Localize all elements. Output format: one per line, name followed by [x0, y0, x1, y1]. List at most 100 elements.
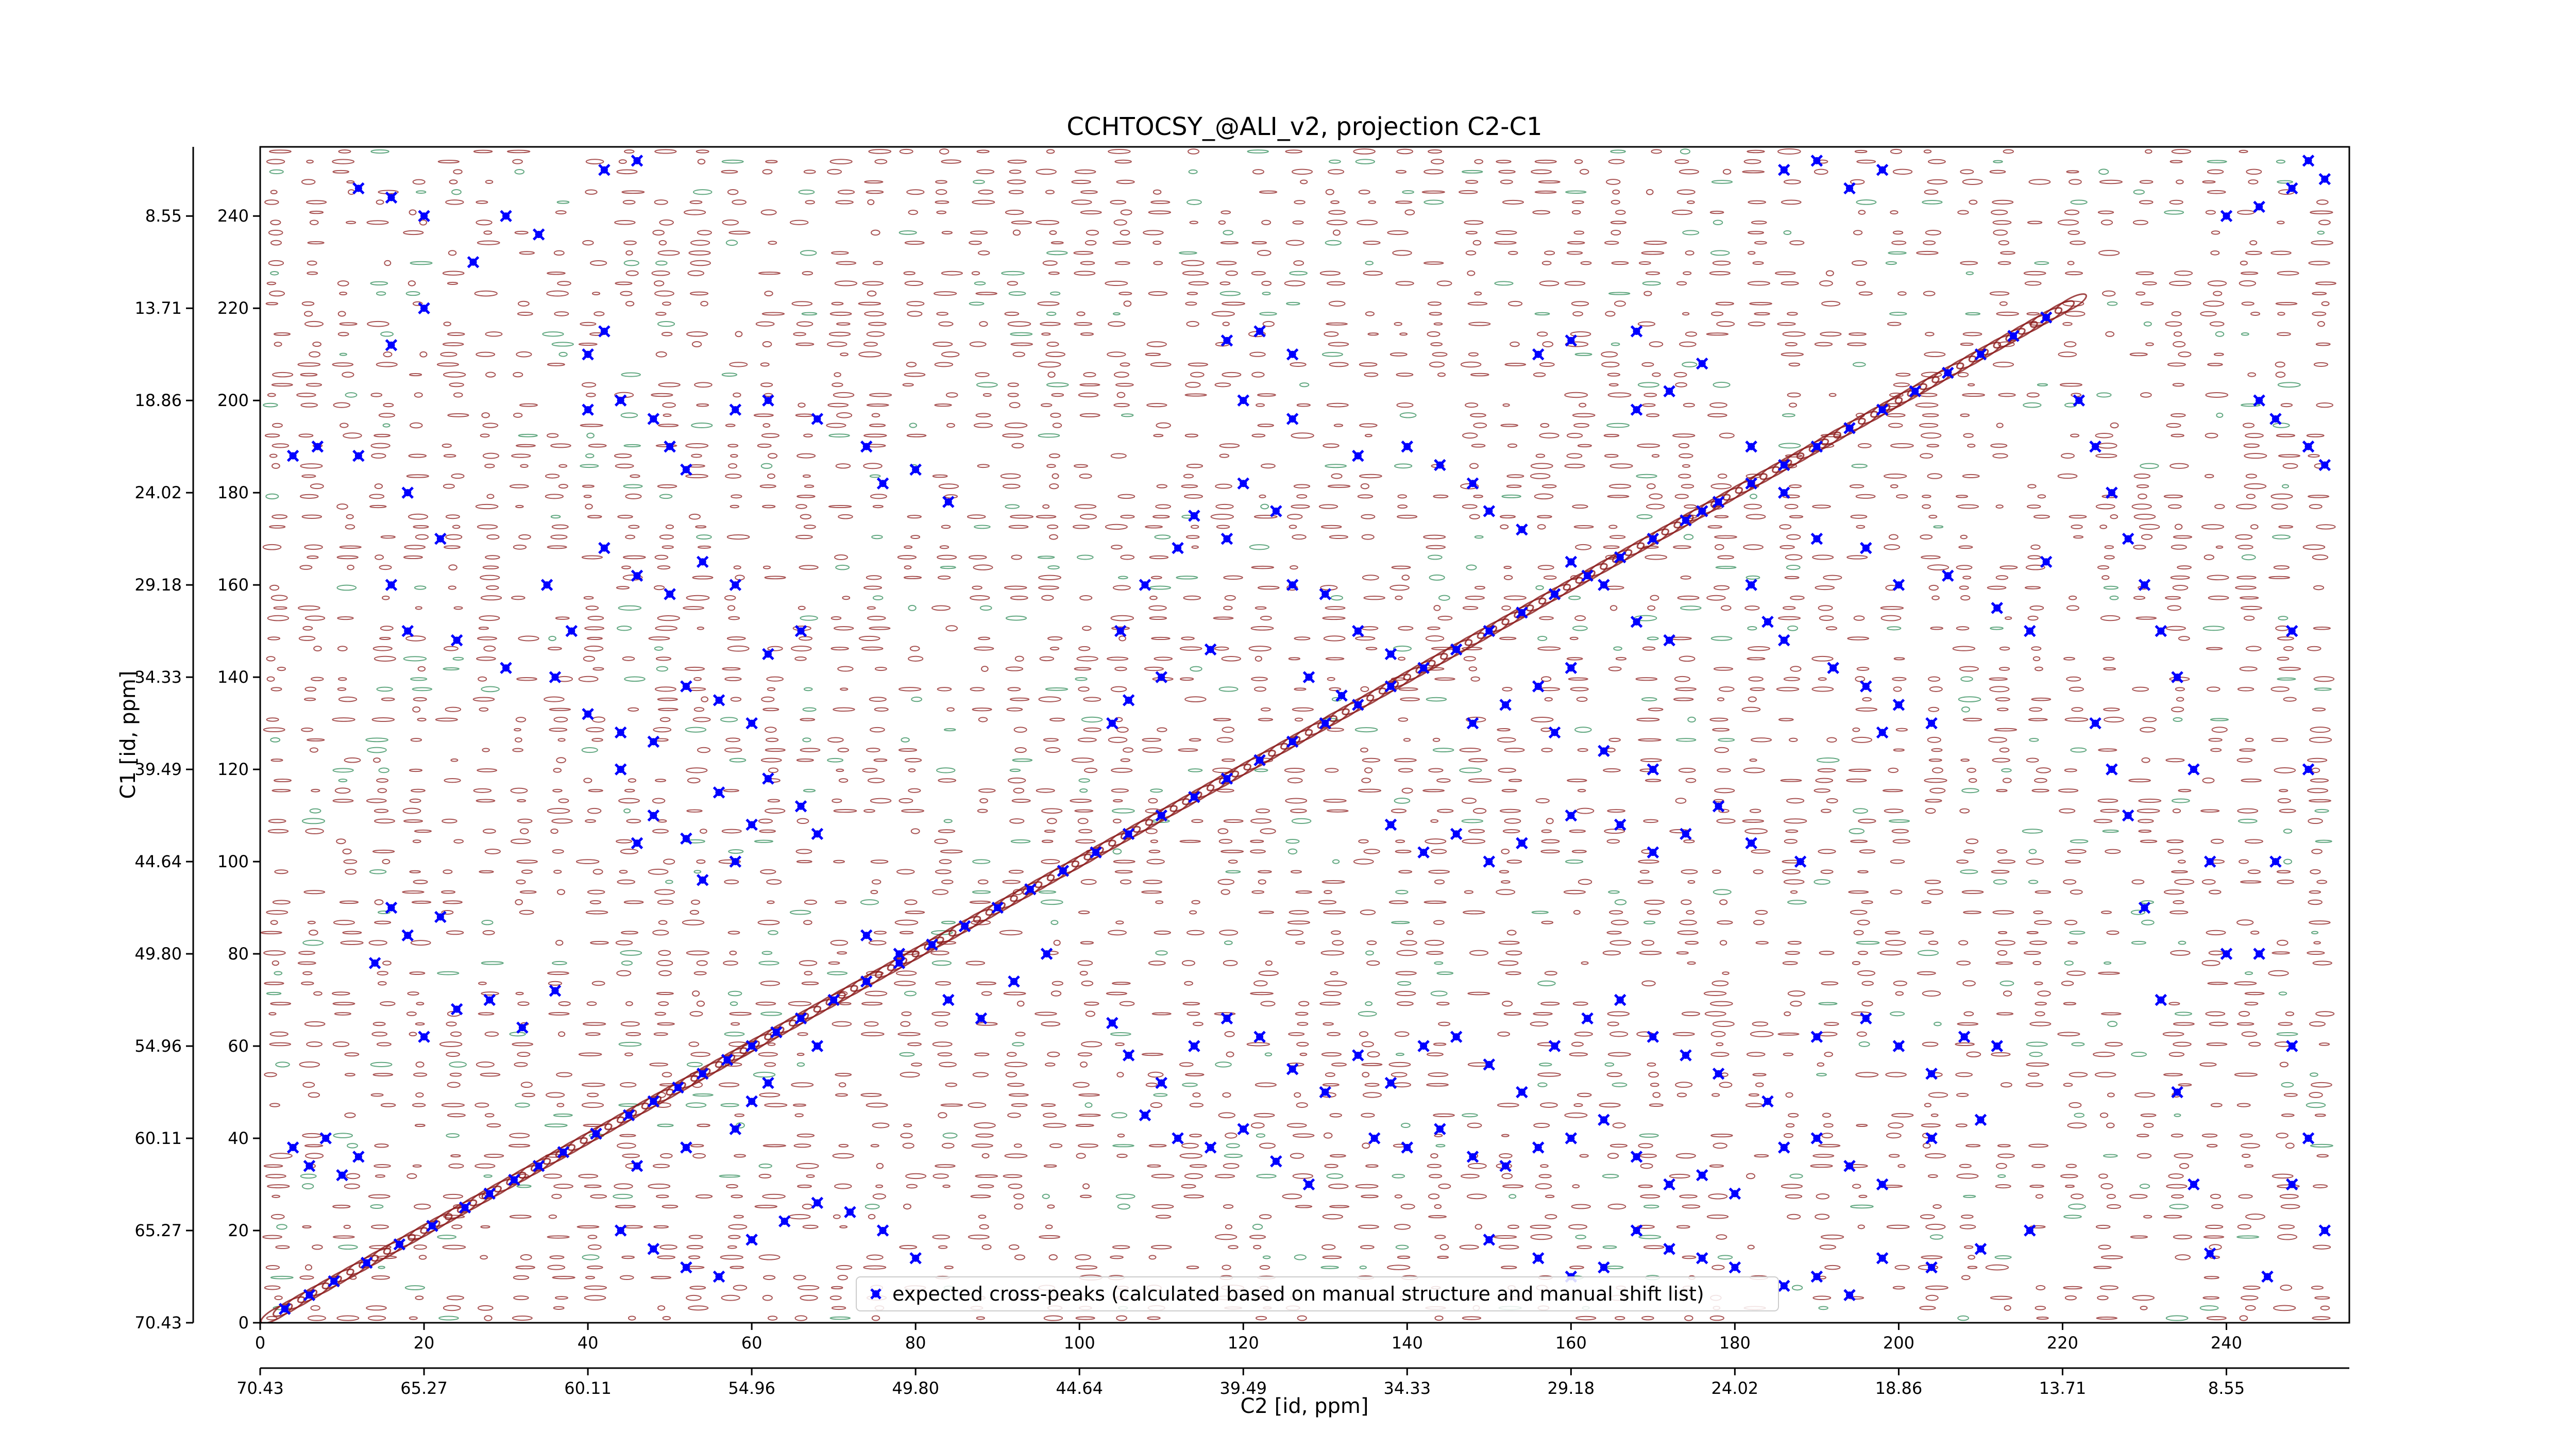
cross-peak-marker [1253, 754, 1266, 766]
contour-level [1007, 281, 1018, 286]
cross-peak-marker [1712, 1067, 1725, 1080]
contour-level [1052, 423, 1062, 428]
contour-level [1081, 1041, 1103, 1048]
contour-level [1437, 372, 1446, 377]
contour-level [1320, 525, 1342, 529]
cross-peak-marker [1843, 1289, 1856, 1302]
contour-level [1012, 229, 1021, 236]
contour-level [1226, 1143, 1240, 1149]
contour-level [1255, 606, 1267, 610]
contour-level [1395, 990, 1416, 997]
contour-level [367, 1315, 386, 1321]
contour-level [795, 849, 812, 854]
contour-level [1007, 321, 1031, 327]
contour-level [615, 1205, 636, 1208]
contour-level [345, 869, 357, 875]
contour-level [481, 920, 494, 925]
contour-level [657, 1255, 676, 1259]
contour-level [1038, 696, 1061, 702]
contour-level [1295, 1205, 1313, 1208]
contour-level [343, 859, 358, 864]
contour-level [831, 647, 849, 651]
contour-level [1257, 424, 1275, 427]
contour-level [724, 677, 742, 681]
cross-peak-marker [1712, 800, 1725, 813]
contour-level [1426, 545, 1446, 549]
contour-level [797, 1184, 812, 1188]
contour-level [406, 1011, 417, 1016]
contour-level [484, 1031, 499, 1037]
contour-level [1011, 443, 1024, 449]
contour-level [1142, 737, 1161, 742]
contour-level [685, 443, 709, 448]
contour-level [1577, 1245, 1592, 1250]
contour-level [1220, 241, 1239, 245]
contour-level [1079, 413, 1100, 417]
contour-level [765, 737, 779, 743]
contour-level [441, 910, 454, 915]
contour-level [1399, 412, 1417, 418]
contour-level [861, 1002, 883, 1006]
contour-level [1157, 727, 1167, 732]
contour-level [1367, 1051, 1380, 1058]
contour-level [1563, 889, 1586, 895]
contour-level [1156, 484, 1167, 488]
contour-level [828, 433, 850, 438]
contour-level [906, 301, 925, 307]
contour-level [1181, 260, 1205, 266]
contour-level [583, 778, 592, 783]
contour-level [1189, 738, 1201, 742]
cross-peak-marker [1516, 524, 1528, 536]
contour-level [971, 271, 980, 276]
contour-level [1615, 1316, 1625, 1321]
contour-level [967, 514, 986, 519]
contour-level [894, 919, 919, 925]
contour-level [332, 799, 354, 803]
contour-level [1221, 889, 1230, 895]
contour-level [306, 1041, 323, 1047]
contour-level [1436, 280, 1452, 287]
contour-level [300, 1173, 317, 1179]
contour-level [862, 281, 884, 286]
cross-peak-marker [893, 948, 906, 960]
contour-level [1395, 839, 1405, 844]
contour-level [1325, 768, 1339, 773]
contour-level [1001, 271, 1025, 276]
contour-level [475, 503, 499, 510]
contour-level [477, 524, 498, 530]
contour-level [725, 474, 742, 479]
contour-level [1004, 1153, 1028, 1158]
contour-level [307, 1315, 326, 1321]
contour-level [686, 1294, 702, 1301]
contour-level [1506, 930, 1517, 936]
contour-level [868, 940, 887, 946]
contour-level [1080, 261, 1095, 265]
contour-level [1050, 920, 1059, 925]
contour-level [1571, 1204, 1591, 1209]
contour-level [904, 899, 918, 905]
contour-level [514, 169, 525, 175]
contour-level [1077, 818, 1089, 824]
contour-level [656, 666, 668, 672]
contour-level [263, 727, 285, 732]
contour-level [440, 890, 456, 894]
contour-level [370, 1093, 384, 1097]
contour-level [1144, 666, 1164, 671]
contour-level [402, 890, 425, 894]
contour-level [1045, 1224, 1053, 1229]
plot-area[interactable] [259, 146, 2350, 1326]
contour-level [974, 525, 991, 529]
contour-level [436, 362, 459, 367]
contour-level [584, 1184, 602, 1188]
contour-level [376, 686, 393, 692]
contour-level [339, 322, 358, 326]
cross-peak-marker [336, 1169, 348, 1182]
contour-level [1361, 534, 1375, 540]
contour-level [1249, 544, 1270, 550]
contour-level [1050, 990, 1062, 997]
contour-level [415, 1022, 425, 1026]
contour-level [874, 666, 887, 671]
contour-level [1076, 311, 1086, 316]
contour-level [940, 566, 956, 569]
contour-level [375, 554, 384, 560]
